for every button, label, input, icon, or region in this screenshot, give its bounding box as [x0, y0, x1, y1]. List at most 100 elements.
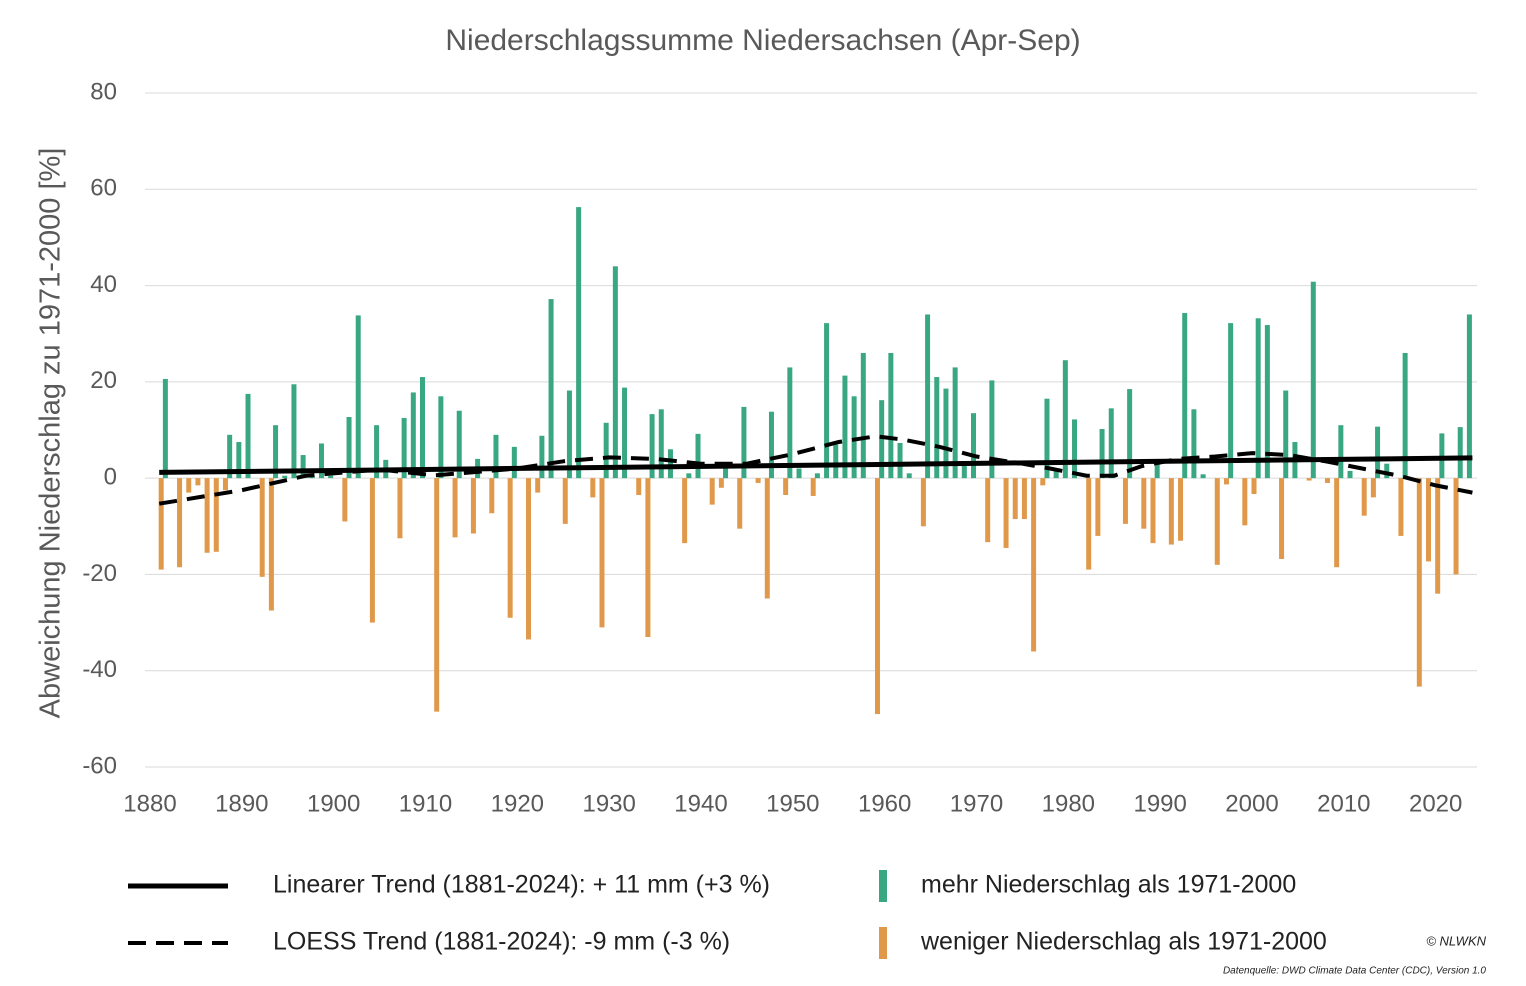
bar — [539, 435, 545, 479]
x-tick-label: 1940 — [674, 790, 727, 817]
bar — [925, 314, 931, 479]
bar — [590, 478, 596, 498]
bar — [1283, 390, 1289, 479]
x-tick-label: 1880 — [123, 790, 176, 817]
bar — [888, 352, 894, 479]
y-tick-label: 80 — [90, 78, 117, 105]
bar — [355, 315, 361, 479]
x-tick-label: 1960 — [858, 790, 911, 817]
y-tick-label: 60 — [90, 175, 117, 202]
bar — [943, 388, 949, 479]
bar — [186, 478, 192, 493]
trend-line — [158, 434, 1473, 506]
bar — [456, 410, 462, 479]
bar — [507, 478, 513, 618]
bar — [649, 414, 655, 479]
bar — [195, 478, 201, 486]
bar — [1425, 478, 1431, 562]
bar — [709, 478, 715, 505]
bar — [511, 446, 517, 479]
x-tick-label: 1900 — [307, 790, 360, 817]
bar — [470, 478, 476, 534]
bar — [1306, 478, 1312, 481]
y-tick-label: 20 — [90, 367, 117, 394]
trend-line — [159, 455, 1473, 475]
bar — [934, 377, 940, 479]
bar — [1150, 478, 1156, 544]
x-tick-label: 1950 — [766, 790, 819, 817]
bar — [1012, 478, 1018, 520]
bar — [879, 400, 885, 479]
x-tick-label: 1930 — [582, 790, 635, 817]
bar — [796, 468, 802, 479]
bar — [420, 377, 426, 479]
bar — [397, 478, 403, 539]
bar — [603, 422, 609, 479]
bar — [842, 375, 848, 479]
y-tick-label: -40 — [82, 656, 117, 683]
bar — [741, 406, 747, 479]
x-tick-label: 1970 — [950, 790, 1003, 817]
bar — [245, 393, 251, 479]
bar — [526, 478, 532, 640]
bar — [1200, 474, 1206, 479]
bar — [1191, 409, 1197, 479]
bar — [860, 352, 866, 479]
bar — [535, 478, 541, 493]
bar — [401, 417, 407, 479]
bar — [434, 478, 440, 712]
bar — [952, 367, 958, 479]
legend-label: LOESS Trend (1881-2024): -9 mm (-3 %) — [273, 928, 730, 956]
bar — [1361, 478, 1367, 516]
bar — [920, 478, 926, 527]
bar — [1127, 389, 1133, 479]
bar — [158, 478, 164, 570]
bar — [1122, 478, 1128, 524]
bar — [369, 478, 375, 623]
bar — [489, 478, 495, 514]
bar — [1370, 478, 1376, 498]
chart-title: Niederschlagssumme Niedersachsen (Apr-Se… — [445, 24, 1080, 57]
bar — [1003, 478, 1009, 548]
bar — [1435, 478, 1441, 594]
legend-label: mehr Niederschlag als 1971-2000 — [921, 871, 1296, 899]
bar — [576, 207, 582, 479]
legend-label: weniger Niederschlag als 1971-2000 — [920, 928, 1327, 956]
y-tick-label: 40 — [90, 271, 117, 298]
bar — [1141, 478, 1147, 529]
bar — [318, 443, 324, 479]
bar — [374, 425, 380, 479]
bar — [300, 455, 306, 479]
bar — [622, 387, 628, 479]
bar — [1053, 468, 1059, 479]
bar — [989, 380, 995, 479]
bar — [236, 442, 242, 479]
bar — [718, 478, 724, 488]
bar — [222, 478, 228, 491]
bar — [1416, 478, 1422, 687]
bar — [682, 478, 688, 544]
bar — [1095, 478, 1101, 536]
bar — [851, 396, 857, 479]
bar — [566, 390, 572, 479]
x-tick-label: 2000 — [1225, 790, 1278, 817]
x-tick-label: 1920 — [491, 790, 544, 817]
bar — [227, 434, 233, 479]
bar — [259, 478, 265, 577]
bar — [291, 384, 297, 479]
bar — [493, 434, 499, 479]
bar — [971, 413, 977, 479]
bar — [1466, 314, 1472, 479]
x-tick-label: 2020 — [1409, 790, 1462, 817]
bar — [1086, 478, 1092, 570]
legend-swatch — [879, 870, 887, 902]
bar — [768, 411, 774, 479]
bar — [204, 478, 210, 553]
bar — [695, 433, 701, 479]
bar — [177, 478, 183, 568]
bar — [810, 478, 816, 496]
bar — [1347, 470, 1353, 479]
bar — [1072, 419, 1078, 479]
